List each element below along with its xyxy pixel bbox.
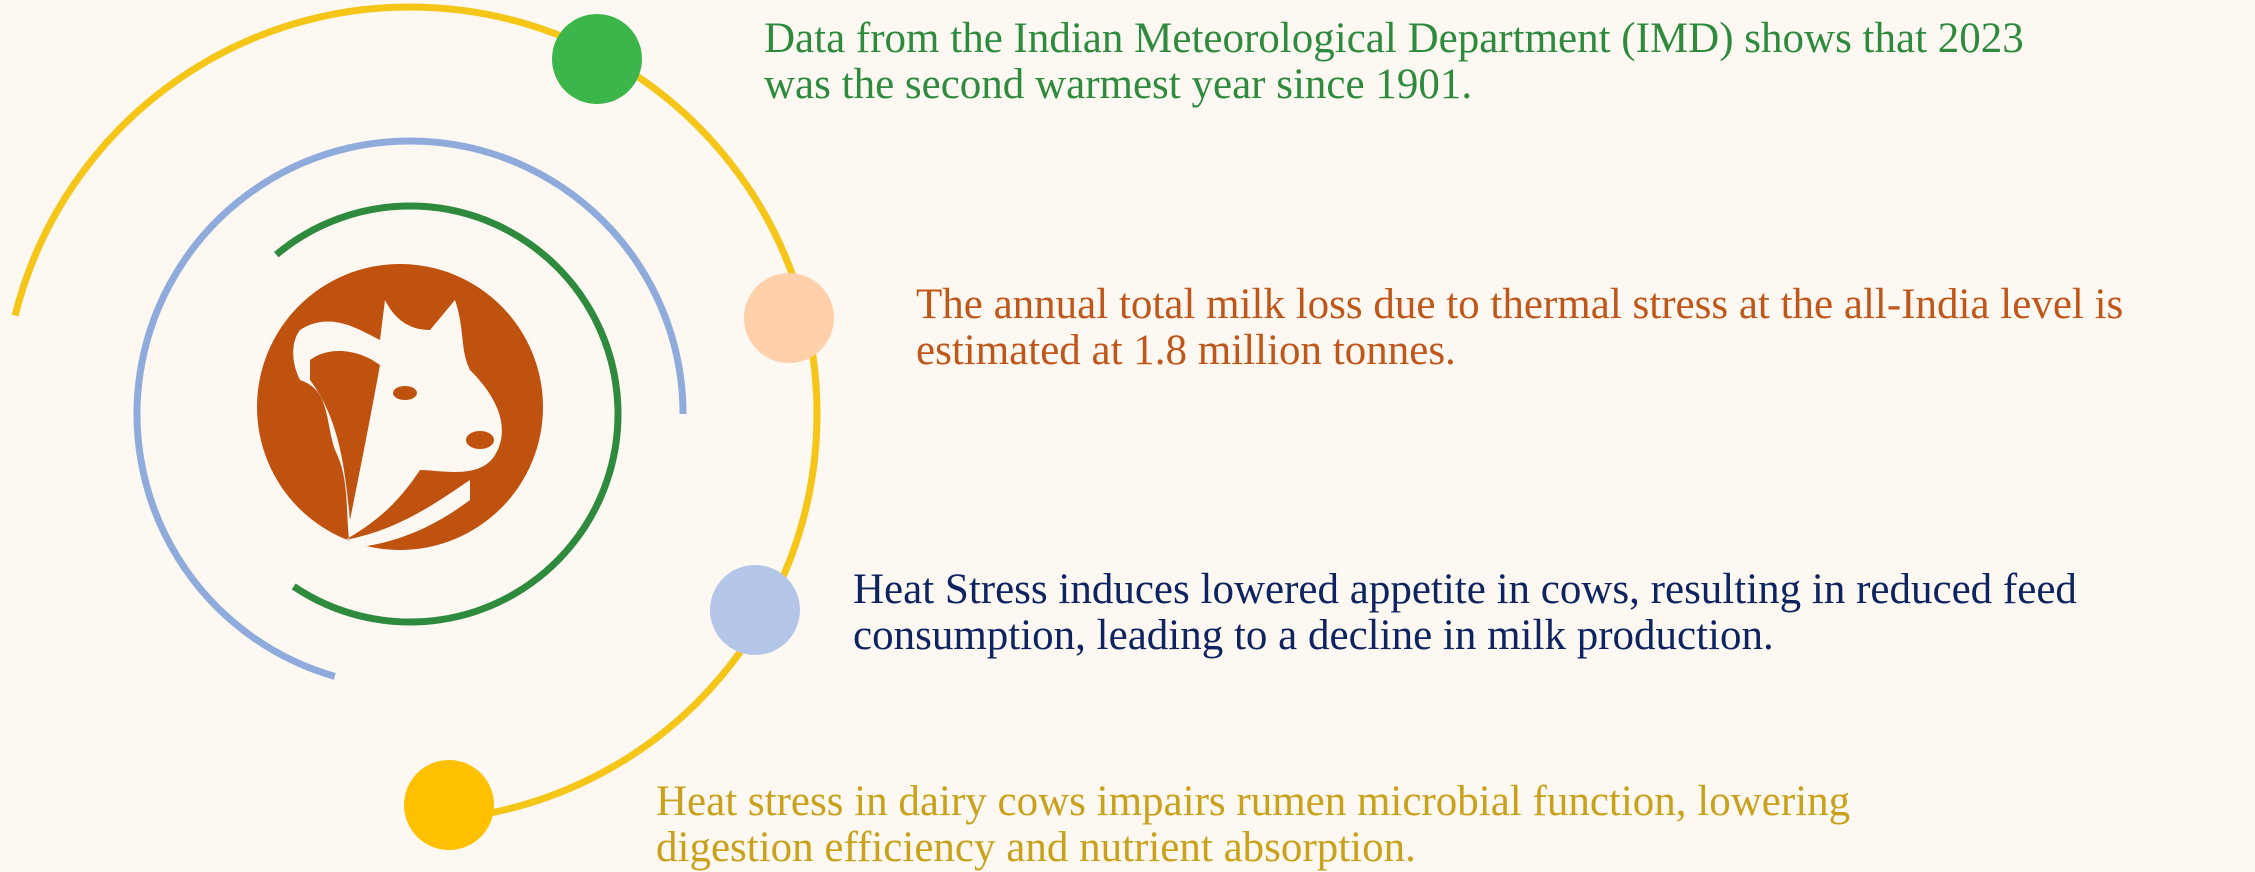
note-text: Heat stress in dairy cows impairs rumen … — [656, 779, 1850, 871]
marker-dot — [552, 14, 642, 104]
marker-dot — [744, 273, 834, 363]
note-text: Data from the Indian Meteorological Depa… — [764, 16, 2024, 108]
marker-dot — [404, 760, 494, 850]
cow-logo — [257, 264, 543, 550]
note-line: Data from the Indian Meteorological Depa… — [764, 16, 2024, 62]
note-line: consumption, leading to a decline in mil… — [853, 613, 2077, 659]
artwork — [0, 0, 2255, 872]
note-line: Heat stress in dairy cows impairs rumen … — [656, 779, 1850, 825]
note-line: was the second warmest year since 1901. — [764, 62, 2024, 108]
note-text: The annual total milk loss due to therma… — [916, 282, 2123, 374]
note-line: Heat Stress induces lowered appetite in … — [853, 567, 2077, 613]
note-line: digestion efficiency and nutrient absorp… — [656, 825, 1850, 871]
note-line: The annual total milk loss due to therma… — [916, 282, 2123, 328]
marker-dot — [710, 565, 800, 655]
infographic: Data from the Indian Meteorological Depa… — [0, 0, 2255, 872]
note-text: Heat Stress induces lowered appetite in … — [853, 567, 2077, 659]
note-line: estimated at 1.8 million tonnes. — [916, 328, 2123, 374]
